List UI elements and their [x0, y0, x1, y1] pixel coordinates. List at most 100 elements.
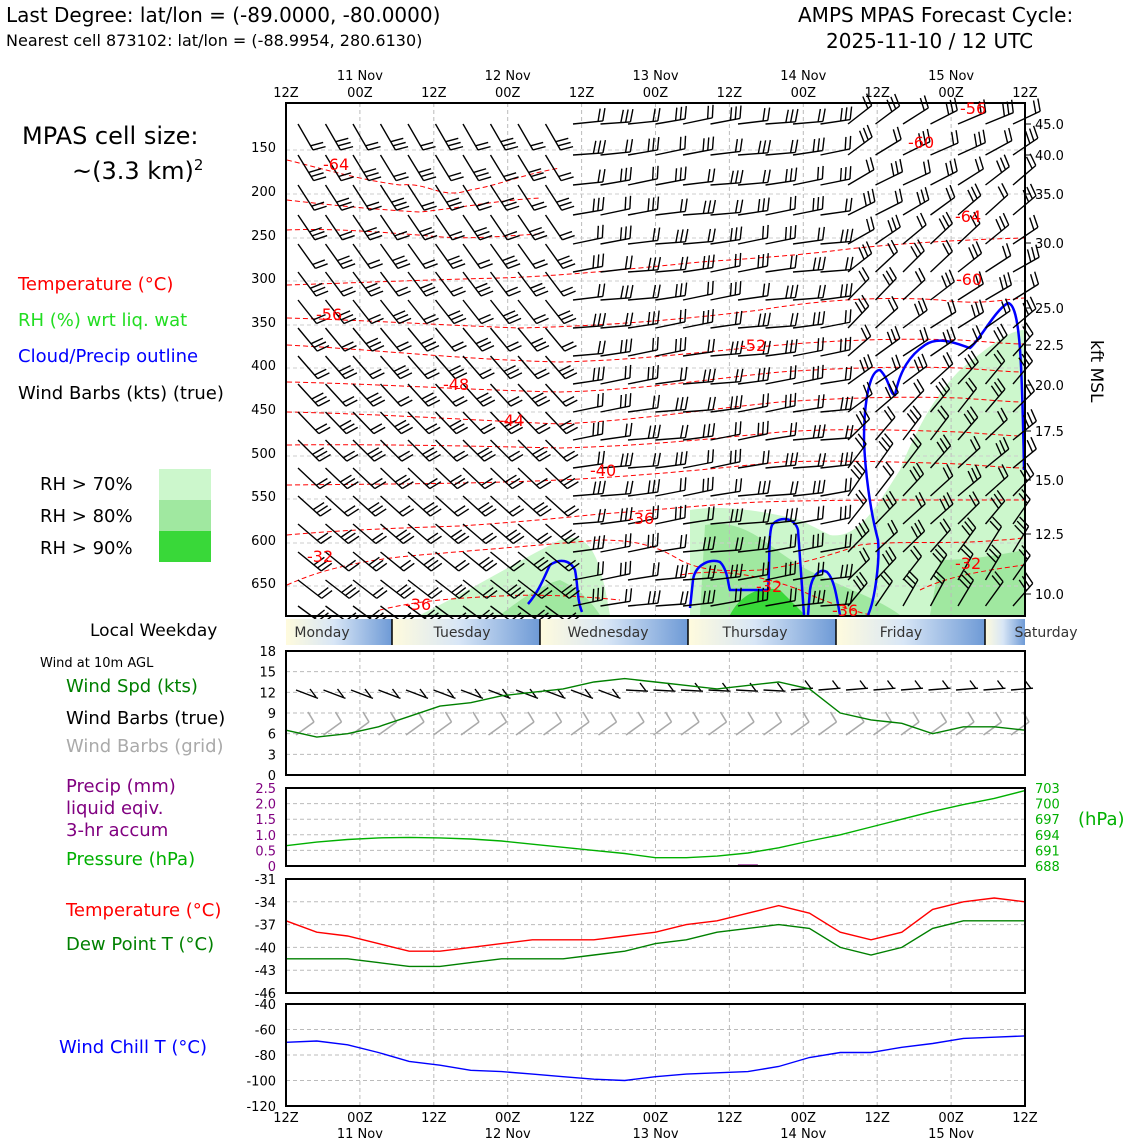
barb-feather: [562, 263, 576, 270]
barb-shaft: [820, 210, 851, 216]
barb-feather: [314, 205, 327, 211]
barb-feather: [558, 201, 572, 207]
barb-shaft: [847, 200, 876, 216]
wind-barb: [352, 579, 388, 599]
barb-feather: [367, 501, 380, 511]
bottom-date-tick: 15 Nov: [928, 1127, 974, 1140]
barb-feather: [535, 450, 548, 459]
barb-feather: [789, 255, 793, 269]
barb-feather: [455, 399, 468, 407]
barb-shaft: [874, 557, 897, 581]
wind-barb: [517, 551, 553, 572]
barb-shaft: [352, 439, 375, 462]
barb-shaft: [985, 284, 1012, 301]
wind-barb: [682, 423, 716, 441]
barb-shaft: [435, 579, 460, 599]
barb-feather: [822, 424, 826, 438]
barb-shaft: [462, 184, 480, 211]
barb-shaft: [572, 152, 603, 156]
true-barb-feather: [529, 688, 537, 698]
barb-feather: [997, 467, 1005, 480]
barb-shaft: [820, 349, 851, 357]
wind-barb: [737, 107, 771, 125]
barb-feather: [422, 447, 435, 455]
wind-barb: [737, 253, 769, 273]
barb-shaft: [847, 582, 868, 607]
legend-wind-speed: Wind Spd (kts): [66, 676, 198, 697]
wind-barb: [600, 109, 634, 125]
barb-feather: [534, 234, 548, 241]
wind-barb: [737, 508, 772, 525]
barb-feather: [1018, 548, 1028, 560]
barb-feather: [920, 189, 926, 203]
legend-rh80-swatch: [159, 500, 211, 531]
barb-feather: [1029, 296, 1037, 309]
barb-feather: [534, 368, 547, 376]
wind-barb: [847, 294, 870, 329]
barb-feather: [767, 169, 771, 183]
barb-feather: [794, 254, 798, 268]
wind-barb: [435, 579, 470, 599]
barb-feather: [651, 533, 655, 547]
temperature-contour-label: -32: [307, 547, 333, 566]
barb-shaft: [820, 378, 851, 385]
temperature-contour-label: -32: [756, 577, 782, 596]
barb-feather: [996, 160, 1003, 173]
barb-shaft: [627, 178, 658, 186]
barb-shaft: [544, 123, 562, 151]
barb-shaft: [710, 238, 741, 245]
barb-feather: [812, 366, 815, 380]
barb-feather: [739, 252, 742, 266]
barb-feather: [508, 477, 521, 486]
pressure-tick: 350: [251, 316, 276, 331]
panel-frame: [285, 878, 1026, 994]
barb-shaft: [847, 228, 875, 245]
top-hour-tick: 00Z: [347, 86, 373, 101]
barb-feather: [1025, 322, 1034, 335]
wind-barb: [517, 271, 549, 297]
barb-feather: [734, 508, 739, 522]
barb-shaft: [957, 553, 974, 581]
wind-barb: [875, 214, 901, 245]
barb-shaft: [792, 120, 823, 125]
top-hour-tick: 12Z: [717, 86, 743, 101]
barb-feather: [923, 326, 929, 340]
barb-feather: [684, 564, 689, 578]
barb-feather: [601, 196, 605, 211]
barb-feather: [423, 176, 437, 182]
wind-barb: [462, 271, 494, 297]
barb-feather: [890, 519, 899, 532]
barb-feather: [817, 138, 821, 152]
wind-barb: [600, 393, 632, 413]
barb-shaft: [545, 579, 570, 599]
barb-feather: [757, 254, 760, 269]
barb-feather: [657, 452, 661, 466]
barb-feather: [620, 109, 625, 123]
grid-barb-feather: [692, 711, 700, 723]
barb-feather: [734, 341, 739, 355]
barb-feather: [973, 133, 978, 147]
barb-feather: [652, 506, 655, 520]
barb-feather: [428, 453, 441, 462]
barb-feather: [596, 587, 600, 601]
barb-feather: [909, 437, 919, 449]
barb-feather: [679, 309, 682, 323]
barb-feather: [602, 168, 606, 183]
barb-feather: [374, 508, 387, 517]
barb-feather: [310, 172, 324, 178]
wind-barb: [875, 188, 903, 216]
barb-feather: [311, 201, 325, 207]
wind-barb: [820, 477, 852, 497]
barb-feather: [601, 586, 604, 600]
barb-feather: [505, 176, 519, 182]
barb-feather: [794, 284, 799, 298]
barb-shaft: [297, 579, 323, 599]
wind-barb: [462, 383, 496, 407]
barb-feather: [480, 477, 493, 486]
true-barb: [433, 689, 456, 700]
barb-shaft: [737, 379, 768, 385]
grid-barb: [680, 721, 700, 736]
barb-feather: [967, 517, 977, 529]
barb-shaft: [765, 519, 796, 525]
location-title: Last Degree: lat/lon = (-89.0000, -80.00…: [6, 3, 441, 27]
